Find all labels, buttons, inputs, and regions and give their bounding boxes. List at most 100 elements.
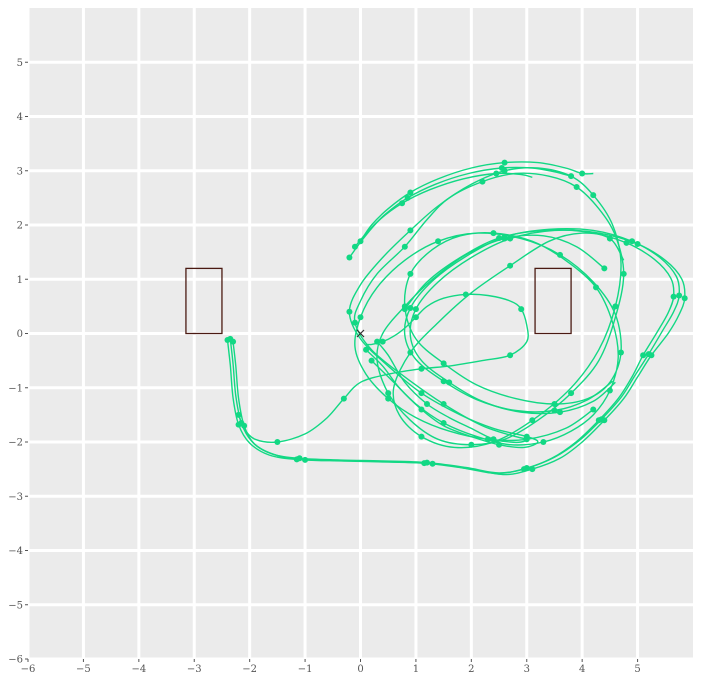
trajectory-point: [620, 270, 627, 277]
trajectory-point: [407, 270, 414, 277]
trajectory-point: [407, 227, 414, 234]
trajectory-10: [346, 170, 533, 261]
x-tick-label: −5: [76, 664, 91, 675]
trajectory-point: [401, 243, 408, 250]
trajectory-point: [529, 417, 536, 424]
x-tick-label: −4: [131, 664, 146, 675]
trajectory-point: [412, 306, 419, 313]
trajectory-point: [557, 409, 563, 416]
trajectory-point: [573, 184, 580, 191]
trajectory-point: [551, 407, 558, 414]
trajectory-point: [520, 466, 527, 473]
y-tick-label: −6: [8, 655, 23, 666]
trajectory-point: [440, 360, 447, 367]
y-tick-label: −5: [8, 600, 23, 611]
trajectory-point: [462, 291, 469, 298]
trajectory-point: [493, 170, 500, 177]
trajectory-point: [557, 251, 563, 258]
trajectory-point: [568, 173, 575, 180]
trajectory-line: [229, 227, 681, 474]
trajectory-point: [496, 235, 503, 242]
trajectory-point: [401, 306, 408, 313]
trajectory-point: [490, 230, 497, 237]
trajectory-3: [354, 230, 624, 446]
trajectory-point: [579, 170, 586, 177]
trajectory-point: [484, 436, 491, 443]
trajectory-point: [523, 433, 530, 440]
y-axis-ticks: −6 −5 −4 −3 −2 −1 0 1 2 3 4 5: [8, 58, 28, 666]
trajectory-point: [681, 295, 688, 302]
trajectory-line: [237, 293, 529, 443]
origin-marker: [356, 329, 365, 338]
trajectory-point: [363, 346, 370, 353]
y-tick-label: 3: [17, 166, 23, 177]
y-tick-label: −1: [8, 383, 23, 394]
trajectory-point: [235, 421, 242, 428]
trajectory-point: [346, 308, 353, 315]
x-tick-label: −3: [187, 664, 202, 675]
trajectory-6: [224, 229, 677, 475]
x-tick-label: 1: [413, 664, 419, 675]
x-axis-ticks: −6 −5 −4 −3 −2 −1 0 1 2 3 4 5: [21, 659, 641, 675]
obstacle-rectangle: [185, 267, 223, 335]
trajectory-point: [440, 420, 447, 427]
trajectory-point: [507, 262, 514, 269]
trajectory-point: [412, 314, 419, 321]
origin-marker-stroke: [356, 329, 365, 338]
y-tick-label: −3: [8, 492, 23, 503]
y-tick-label: 5: [17, 58, 23, 69]
trajectory-point: [418, 433, 425, 440]
x-tick-label: 3: [524, 664, 530, 675]
trajectory-series: [224, 159, 688, 476]
trajectory-point: [340, 395, 347, 402]
trajectory-point: [551, 401, 558, 408]
x-tick-label: 4: [579, 664, 585, 675]
trajectory-1: [351, 172, 627, 448]
y-tick-label: −4: [8, 546, 23, 557]
trajectory-point: [623, 239, 630, 246]
trajectory-8: [357, 159, 594, 245]
trajectory-line: [348, 172, 533, 258]
trajectory-point: [351, 319, 358, 326]
trajectory-point: [418, 390, 425, 397]
trajectory-point: [645, 351, 652, 358]
trajectory-point: [540, 439, 547, 445]
trajectory-point: [346, 254, 353, 261]
trajectory-point: [385, 395, 392, 402]
trajectory-point: [293, 456, 300, 463]
y-tick-label: 2: [17, 221, 23, 232]
y-tick-label: 4: [17, 112, 23, 123]
x-tick-label: −6: [21, 664, 36, 675]
x-tick-label: 0: [357, 664, 363, 675]
trajectory-line: [354, 232, 622, 446]
trajectory-point: [498, 165, 505, 172]
trajectory-point: [235, 411, 242, 418]
trajectory-point: [640, 352, 647, 359]
trajectory-point: [224, 337, 231, 344]
trajectory-point: [612, 303, 619, 310]
x-tick-label: −2: [242, 664, 257, 675]
trajectory-point: [617, 349, 624, 356]
trajectory-point: [407, 189, 414, 196]
grid-lines: [26, 8, 693, 661]
trajectory-point: [593, 284, 600, 291]
origin-x-marker: [356, 329, 365, 338]
trajectory-point: [424, 401, 430, 408]
trajectory-point: [601, 265, 608, 272]
trajectory-point: [418, 365, 425, 372]
trajectory-point: [670, 293, 677, 300]
trajectory-point: [379, 338, 386, 345]
trajectory-line: [353, 172, 625, 446]
trajectory-point: [274, 439, 281, 445]
trajectory-point: [590, 192, 597, 199]
trajectory-point: [590, 406, 597, 413]
obstacle-rectangle: [534, 267, 572, 335]
y-tick-label: 1: [17, 275, 23, 286]
trajectory-point: [407, 305, 414, 312]
trajectory-point: [507, 352, 514, 359]
x-tick-label: −1: [298, 664, 313, 675]
trajectory-line: [359, 161, 594, 242]
x-tick-label: 5: [634, 664, 640, 675]
trajectory-point: [568, 390, 575, 397]
